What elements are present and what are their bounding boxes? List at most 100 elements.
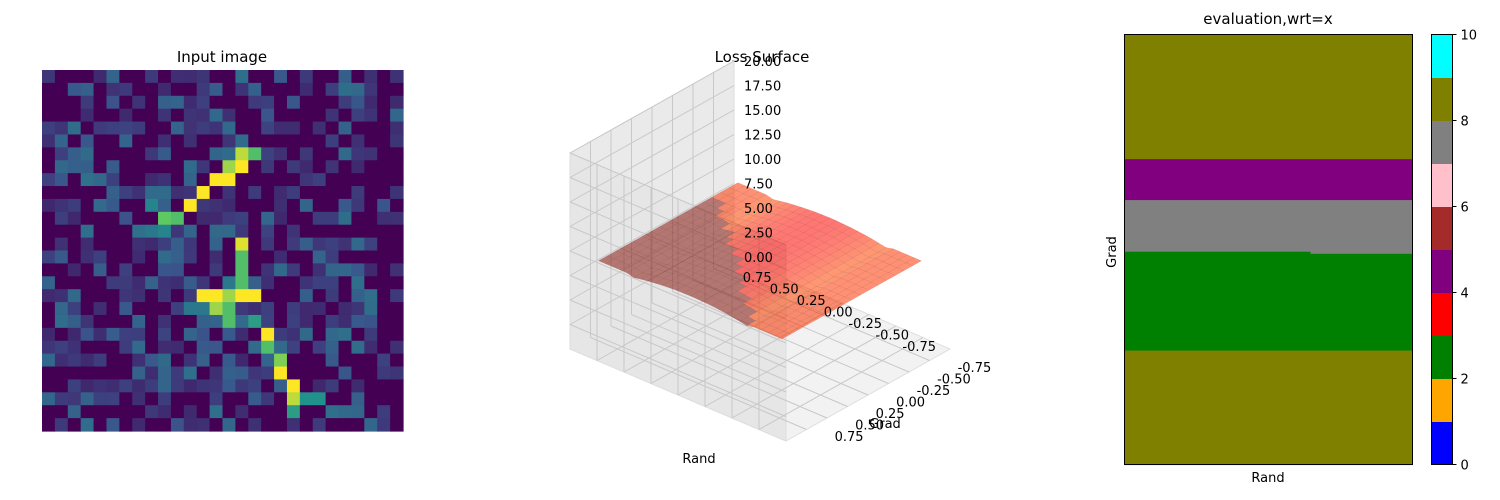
heatmap-cell <box>325 186 340 200</box>
evaluation-ylabel: Grad <box>1105 236 1120 268</box>
heatmap-cell <box>222 82 236 97</box>
heatmap-cell <box>42 340 56 355</box>
heatmap-cell <box>312 327 327 342</box>
heatmap-cell <box>132 392 146 406</box>
heatmap-cell <box>80 173 95 187</box>
heatmap-cell <box>325 250 340 264</box>
heatmap-cell <box>196 237 211 252</box>
heatmap-cell <box>377 379 391 393</box>
heatmap-cell <box>80 70 95 84</box>
heatmap-cell <box>312 147 327 161</box>
heatmap-cell <box>196 160 211 174</box>
heatmap-cell <box>209 82 224 97</box>
heatmap-cell <box>235 289 249 303</box>
heatmap-cell <box>54 224 69 239</box>
heatmap-cell <box>338 418 353 432</box>
heatmap-cell <box>364 353 378 368</box>
heatmap-cell <box>364 147 378 161</box>
heatmap-cell <box>170 353 185 368</box>
heatmap-cell <box>261 353 275 368</box>
heatmap-cell <box>286 198 301 213</box>
heatmap-cell <box>132 95 146 110</box>
heatmap-cell <box>54 108 69 123</box>
heatmap-cell <box>67 250 82 264</box>
heatmap-cell <box>67 95 82 110</box>
colorbar-tick-label: 8 <box>1461 115 1469 130</box>
heatmap-cell <box>235 186 249 200</box>
heatmap-cell <box>170 134 185 148</box>
heatmap-cell <box>325 237 340 252</box>
heatmap-cell <box>158 134 172 148</box>
heatmap-cell <box>286 302 301 316</box>
heatmap-cell <box>222 186 236 200</box>
heatmap-cell <box>170 314 185 329</box>
heatmap-cell <box>351 70 365 84</box>
heatmap-cell <box>106 314 120 329</box>
heatmap-cell <box>196 289 211 303</box>
heatmap-cell <box>106 82 120 97</box>
heatmap-cell <box>80 302 95 316</box>
heatmap-cell <box>222 276 236 290</box>
heatmap-cell <box>338 121 353 136</box>
heatmap-cell <box>390 211 404 226</box>
colorbar-tick-label: 10 <box>1461 29 1478 44</box>
heatmap-cell <box>132 147 146 161</box>
loss-surface-ylabel: Grad <box>869 417 901 432</box>
colorbar-segment <box>1431 249 1453 293</box>
heatmap-cell <box>106 95 120 110</box>
heatmap-cell <box>80 82 95 97</box>
heatmap-cell <box>377 211 391 226</box>
heatmap-cell <box>299 224 314 239</box>
heatmap-cell <box>42 289 56 303</box>
heatmap-cell <box>67 379 82 393</box>
heatmap-cell <box>364 70 378 84</box>
heatmap-cell <box>119 289 133 303</box>
heatmap-cell <box>364 160 378 174</box>
heatmap-cell <box>54 160 69 174</box>
heatmap-cell <box>170 327 185 342</box>
heatmap-cell <box>196 302 211 316</box>
surface-facet <box>905 257 922 266</box>
heatmap-cell <box>119 70 133 84</box>
heatmap-cell <box>312 314 327 329</box>
heatmap-cell <box>119 121 133 136</box>
heatmap-cell <box>67 314 82 329</box>
heatmap-cell <box>67 186 82 200</box>
surface-facet <box>771 200 788 209</box>
heatmap-cell <box>261 108 275 123</box>
heatmap-cell <box>209 70 224 84</box>
heatmap-cell <box>299 147 314 161</box>
heatmap-cell <box>364 186 378 200</box>
heatmap-cell <box>222 302 236 316</box>
heatmap-cell <box>390 173 404 187</box>
heatmap-cell <box>351 302 365 316</box>
heatmap-cell <box>54 314 69 329</box>
heatmap-cell <box>261 340 275 355</box>
heatmap-cell <box>119 353 133 368</box>
heatmap-cell <box>274 198 288 213</box>
heatmap-cell <box>132 211 146 226</box>
heatmap-cell <box>390 160 404 174</box>
heatmap-cell <box>42 405 56 419</box>
heatmap-cell <box>93 147 108 161</box>
heatmap-cell <box>261 160 275 174</box>
heatmap-cell <box>338 314 353 329</box>
heatmap-cell <box>209 237 224 252</box>
heatmap-cell <box>222 160 236 174</box>
heatmap-cell <box>170 263 185 277</box>
heatmap-cell <box>93 353 108 368</box>
heatmap-cell <box>196 173 211 187</box>
heatmap-cell <box>299 405 314 419</box>
heatmap-cell <box>54 250 69 264</box>
heatmap-cell <box>286 160 301 174</box>
heatmap-cell <box>325 314 340 329</box>
heatmap-cell <box>248 314 262 329</box>
heatmap-cell <box>93 198 108 213</box>
heatmap-cell <box>54 302 69 316</box>
heatmap-cell <box>286 211 301 226</box>
heatmap-cell <box>80 340 95 355</box>
y-tick-label: -0.25 <box>917 384 951 399</box>
heatmap-cell <box>286 70 301 84</box>
heatmap-cell <box>286 366 301 381</box>
heatmap-cell <box>209 340 224 355</box>
